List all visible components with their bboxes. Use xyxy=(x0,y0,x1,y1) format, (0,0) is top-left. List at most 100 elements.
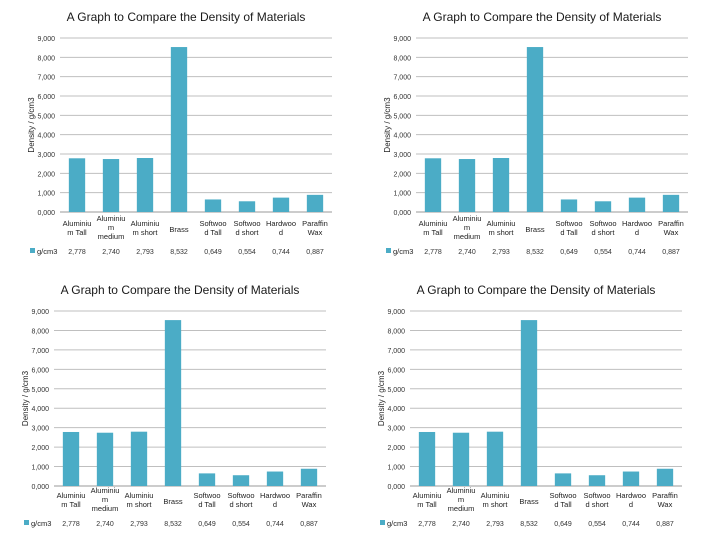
y-axis-label: Density / g/cm3 xyxy=(27,97,36,153)
bar xyxy=(662,194,680,212)
y-tick-label: 9,000 xyxy=(37,36,55,43)
data-table-value: 0,744 xyxy=(622,521,640,528)
category-label: Softwoo xyxy=(583,491,610,500)
category-label: medium xyxy=(98,232,125,241)
bar xyxy=(622,471,640,486)
category-label: Aluminiu xyxy=(487,219,516,228)
category-label: Softwoo xyxy=(199,219,226,228)
bar xyxy=(170,47,188,212)
y-tick-label: 4,000 xyxy=(37,133,55,140)
chart-title: A Graph to Compare the Density of Materi… xyxy=(417,283,656,297)
bar xyxy=(306,194,324,212)
y-tick-label: 0,000 xyxy=(393,210,411,217)
bar xyxy=(588,475,606,486)
bar xyxy=(164,320,182,486)
data-table-value: 2,793 xyxy=(486,521,504,528)
data-table-value: 2,740 xyxy=(96,521,114,528)
y-axis-label: Density / g/cm3 xyxy=(383,97,392,153)
data-table-value: 2,740 xyxy=(458,249,476,256)
data-table-value: 0,554 xyxy=(232,521,250,528)
y-tick-label: 4,000 xyxy=(387,406,405,413)
category-label: m Tall xyxy=(423,228,443,237)
category-label: Aluminiu xyxy=(419,219,448,228)
category-label: d short xyxy=(586,500,610,509)
category-label: Aluminiu xyxy=(481,491,510,500)
category-label: Aluminiu xyxy=(97,214,126,223)
bar xyxy=(656,468,674,486)
data-table-value: 2,793 xyxy=(492,249,510,256)
category-label: d xyxy=(273,500,277,509)
y-tick-label: 1,000 xyxy=(393,191,411,198)
data-table-value: 0,887 xyxy=(656,521,674,528)
bar xyxy=(418,431,436,486)
category-label: Softwoo xyxy=(233,219,260,228)
data-table-value: 0,649 xyxy=(204,249,222,256)
data-table-value: 2,740 xyxy=(452,521,470,528)
bar xyxy=(198,473,216,486)
bar xyxy=(204,199,222,212)
y-tick-label: 5,000 xyxy=(37,113,55,120)
y-tick-label: 1,000 xyxy=(31,465,49,472)
bar xyxy=(520,320,538,486)
bar xyxy=(458,159,476,212)
data-table-value: 0,649 xyxy=(198,521,216,528)
bar xyxy=(136,158,154,212)
legend-label: g/cm3 xyxy=(31,519,51,528)
legend-swatch xyxy=(24,520,29,525)
category-label: Softwoo xyxy=(227,491,254,500)
category-label: Softwoo xyxy=(549,491,576,500)
chart-panel-top-right: A Graph to Compare the Density of Materi… xyxy=(356,0,716,270)
y-tick-label: 1,000 xyxy=(387,465,405,472)
data-table-value: 0,744 xyxy=(272,249,290,256)
y-tick-label: 2,000 xyxy=(393,171,411,178)
bar xyxy=(300,468,318,486)
bar-chart: A Graph to Compare the Density of Materi… xyxy=(21,283,326,528)
legend-swatch xyxy=(380,520,385,525)
category-label: Wax xyxy=(664,228,679,237)
bar xyxy=(266,471,284,486)
category-label: d xyxy=(279,228,283,237)
y-tick-label: 8,000 xyxy=(31,328,49,335)
bar xyxy=(130,431,148,486)
category-label: m short xyxy=(132,228,158,237)
data-table-value: 0,744 xyxy=(628,249,646,256)
chart-title: A Graph to Compare the Density of Materi… xyxy=(423,10,662,24)
category-label: Paraffin xyxy=(658,219,684,228)
bar xyxy=(238,201,256,212)
y-tick-label: 6,000 xyxy=(387,367,405,374)
bar xyxy=(526,47,544,212)
y-tick-label: 7,000 xyxy=(37,75,55,82)
legend-swatch xyxy=(30,248,35,253)
y-tick-label: 0,000 xyxy=(387,484,405,491)
category-label: m Tall xyxy=(417,500,437,509)
category-label: Aluminiu xyxy=(447,486,476,495)
category-label: medium xyxy=(448,504,475,513)
data-table-value: 2,740 xyxy=(102,249,120,256)
legend-label: g/cm3 xyxy=(387,519,407,528)
y-tick-label: 1,000 xyxy=(37,191,55,198)
legend-label: g/cm3 xyxy=(37,247,57,256)
bar xyxy=(272,197,290,212)
category-label: Brass xyxy=(519,497,538,506)
category-label: m xyxy=(108,223,114,232)
category-label: d short xyxy=(236,228,260,237)
y-tick-label: 6,000 xyxy=(31,367,49,374)
y-tick-label: 4,000 xyxy=(393,133,411,140)
category-label: medium xyxy=(454,232,481,241)
y-tick-label: 3,000 xyxy=(387,426,405,433)
category-label: m xyxy=(464,223,470,232)
category-label: d short xyxy=(592,228,616,237)
category-label: Softwoo xyxy=(589,219,616,228)
y-axis-label: Density / g/cm3 xyxy=(377,370,386,426)
category-label: Brass xyxy=(525,225,544,234)
category-label: m xyxy=(102,495,108,504)
category-label: Brass xyxy=(163,497,182,506)
data-table-value: 8,532 xyxy=(526,249,544,256)
data-table-value: 0,887 xyxy=(306,249,324,256)
bar-chart: A Graph to Compare the Density of Materi… xyxy=(377,283,682,528)
y-tick-label: 9,000 xyxy=(393,36,411,43)
category-label: Aluminiu xyxy=(453,214,482,223)
y-tick-label: 5,000 xyxy=(387,387,405,394)
bar xyxy=(452,432,470,486)
bar xyxy=(628,197,646,212)
